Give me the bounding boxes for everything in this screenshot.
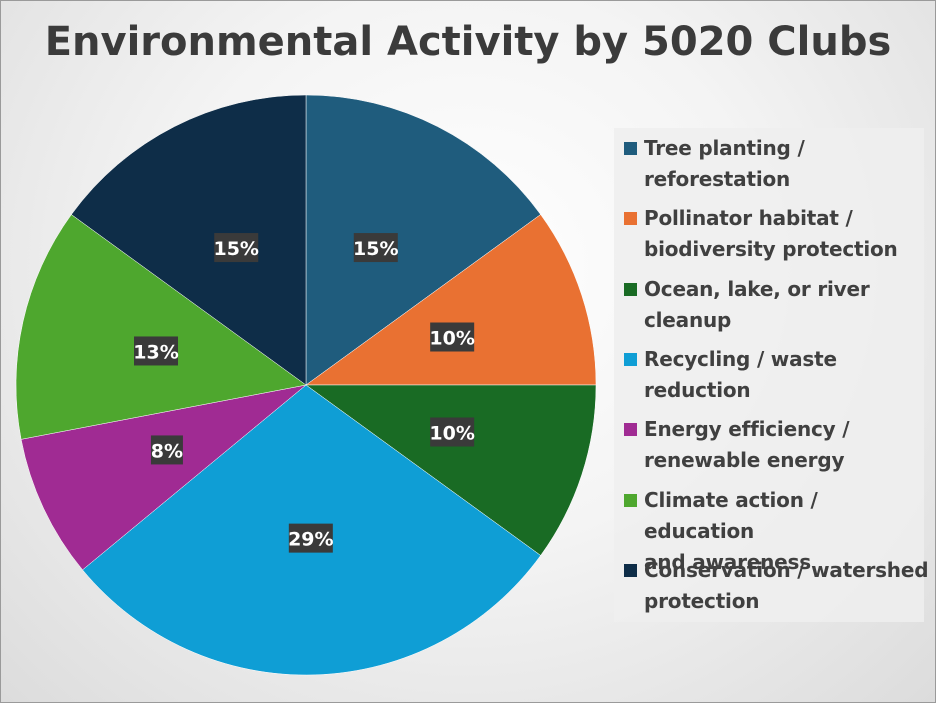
legend-label-line: Ocean, lake, or river — [644, 276, 870, 301]
legend-label-line: Conservation / watershed — [644, 557, 929, 582]
data-label-conservation: 15% — [213, 233, 259, 263]
chart-legend: Tree planting / reforestation Pollinator h… — [614, 128, 929, 622]
svg-text:13%: 13% — [133, 341, 178, 363]
legend-swatch — [624, 212, 637, 226]
pie-slice-pollinator-habitat — [305, 214, 597, 386]
svg-text:15%: 15% — [353, 238, 398, 260]
legend-swatch — [624, 352, 637, 366]
legend-label-line: Tree planting / — [644, 136, 805, 160]
legend-item-energy-efficiency: Energy efficiency / renewable energy — [624, 414, 922, 478]
legend-label-line: Energy efficiency / — [644, 417, 850, 442]
legend-label-line: Climate action / education — [644, 487, 818, 543]
legend-label-line: protection — [644, 588, 760, 613]
legend-item-climate-action: Climate action / education and awareness — [624, 485, 922, 574]
legend-label: Climate action / education and awareness — [644, 485, 934, 578]
legend-label-line: renewable energy — [644, 448, 845, 473]
legend-swatch — [624, 493, 637, 507]
legend-label-line: reforestation — [644, 167, 791, 191]
data-label-pollinator-habitat: 10% — [429, 322, 475, 352]
legend-label-line: cleanup — [644, 307, 732, 332]
legend-item-conservation: Conservation / watershed protection — [624, 555, 929, 619]
legend-swatch — [624, 423, 637, 437]
legend-item-ocean-cleanup: Ocean, lake, or river cleanup — [624, 274, 922, 338]
legend-label: Ocean, lake, or river cleanup — [644, 274, 934, 336]
legend-label-line: biodiversity protection — [644, 237, 898, 262]
legend-label: Conservation / watershed protection — [644, 555, 934, 617]
svg-text:10%: 10% — [429, 328, 474, 350]
pie-slice-ocean-cleanup — [305, 384, 597, 556]
svg-text:10%: 10% — [429, 422, 474, 444]
legend-label: Recycling / waste reduction — [644, 344, 934, 406]
legend-item-recycling: Recycling / waste reduction — [624, 344, 922, 408]
legend-label: Energy efficiency / renewable energy — [644, 414, 934, 476]
legend-swatch — [624, 142, 637, 155]
legend-label-line: reduction — [644, 377, 751, 402]
data-label-tree-planting: 15% — [353, 233, 399, 263]
data-label-ocean-cleanup: 10% — [429, 417, 475, 447]
svg-text:29%: 29% — [288, 529, 333, 551]
data-label-climate-action: 13% — [133, 336, 179, 366]
legend-label-line: Pollinator habitat / — [644, 206, 853, 231]
legend-item-pollinator-habitat: Pollinator habitat / biodiversity protect… — [624, 203, 922, 267]
legend-label-line: and awareness — [644, 549, 811, 574]
legend-swatch — [624, 563, 637, 577]
data-label-recycling: 29% — [288, 523, 334, 553]
legend-label-line: Recycling / waste — [644, 346, 837, 371]
data-label-energy-efficiency: 8% — [151, 435, 183, 465]
pie-slice-conservation — [71, 94, 307, 386]
svg-text:15%: 15% — [213, 238, 258, 260]
legend-label: Tree planting / reforestation — [644, 133, 934, 195]
pie-slice-climate-action — [15, 214, 307, 440]
legend-swatch — [624, 282, 637, 296]
svg-text:8%: 8% — [151, 440, 183, 462]
pie-slice-tree-planting — [305, 94, 541, 386]
legend-item-tree-planting: Tree planting / reforestation — [624, 133, 922, 197]
pie-slice-energy-efficiency — [20, 384, 307, 571]
legend-label: Pollinator habitat / biodiversity protect… — [644, 203, 934, 265]
chart-title: Environmental Activity by 5020 Clubs — [44, 19, 892, 65]
